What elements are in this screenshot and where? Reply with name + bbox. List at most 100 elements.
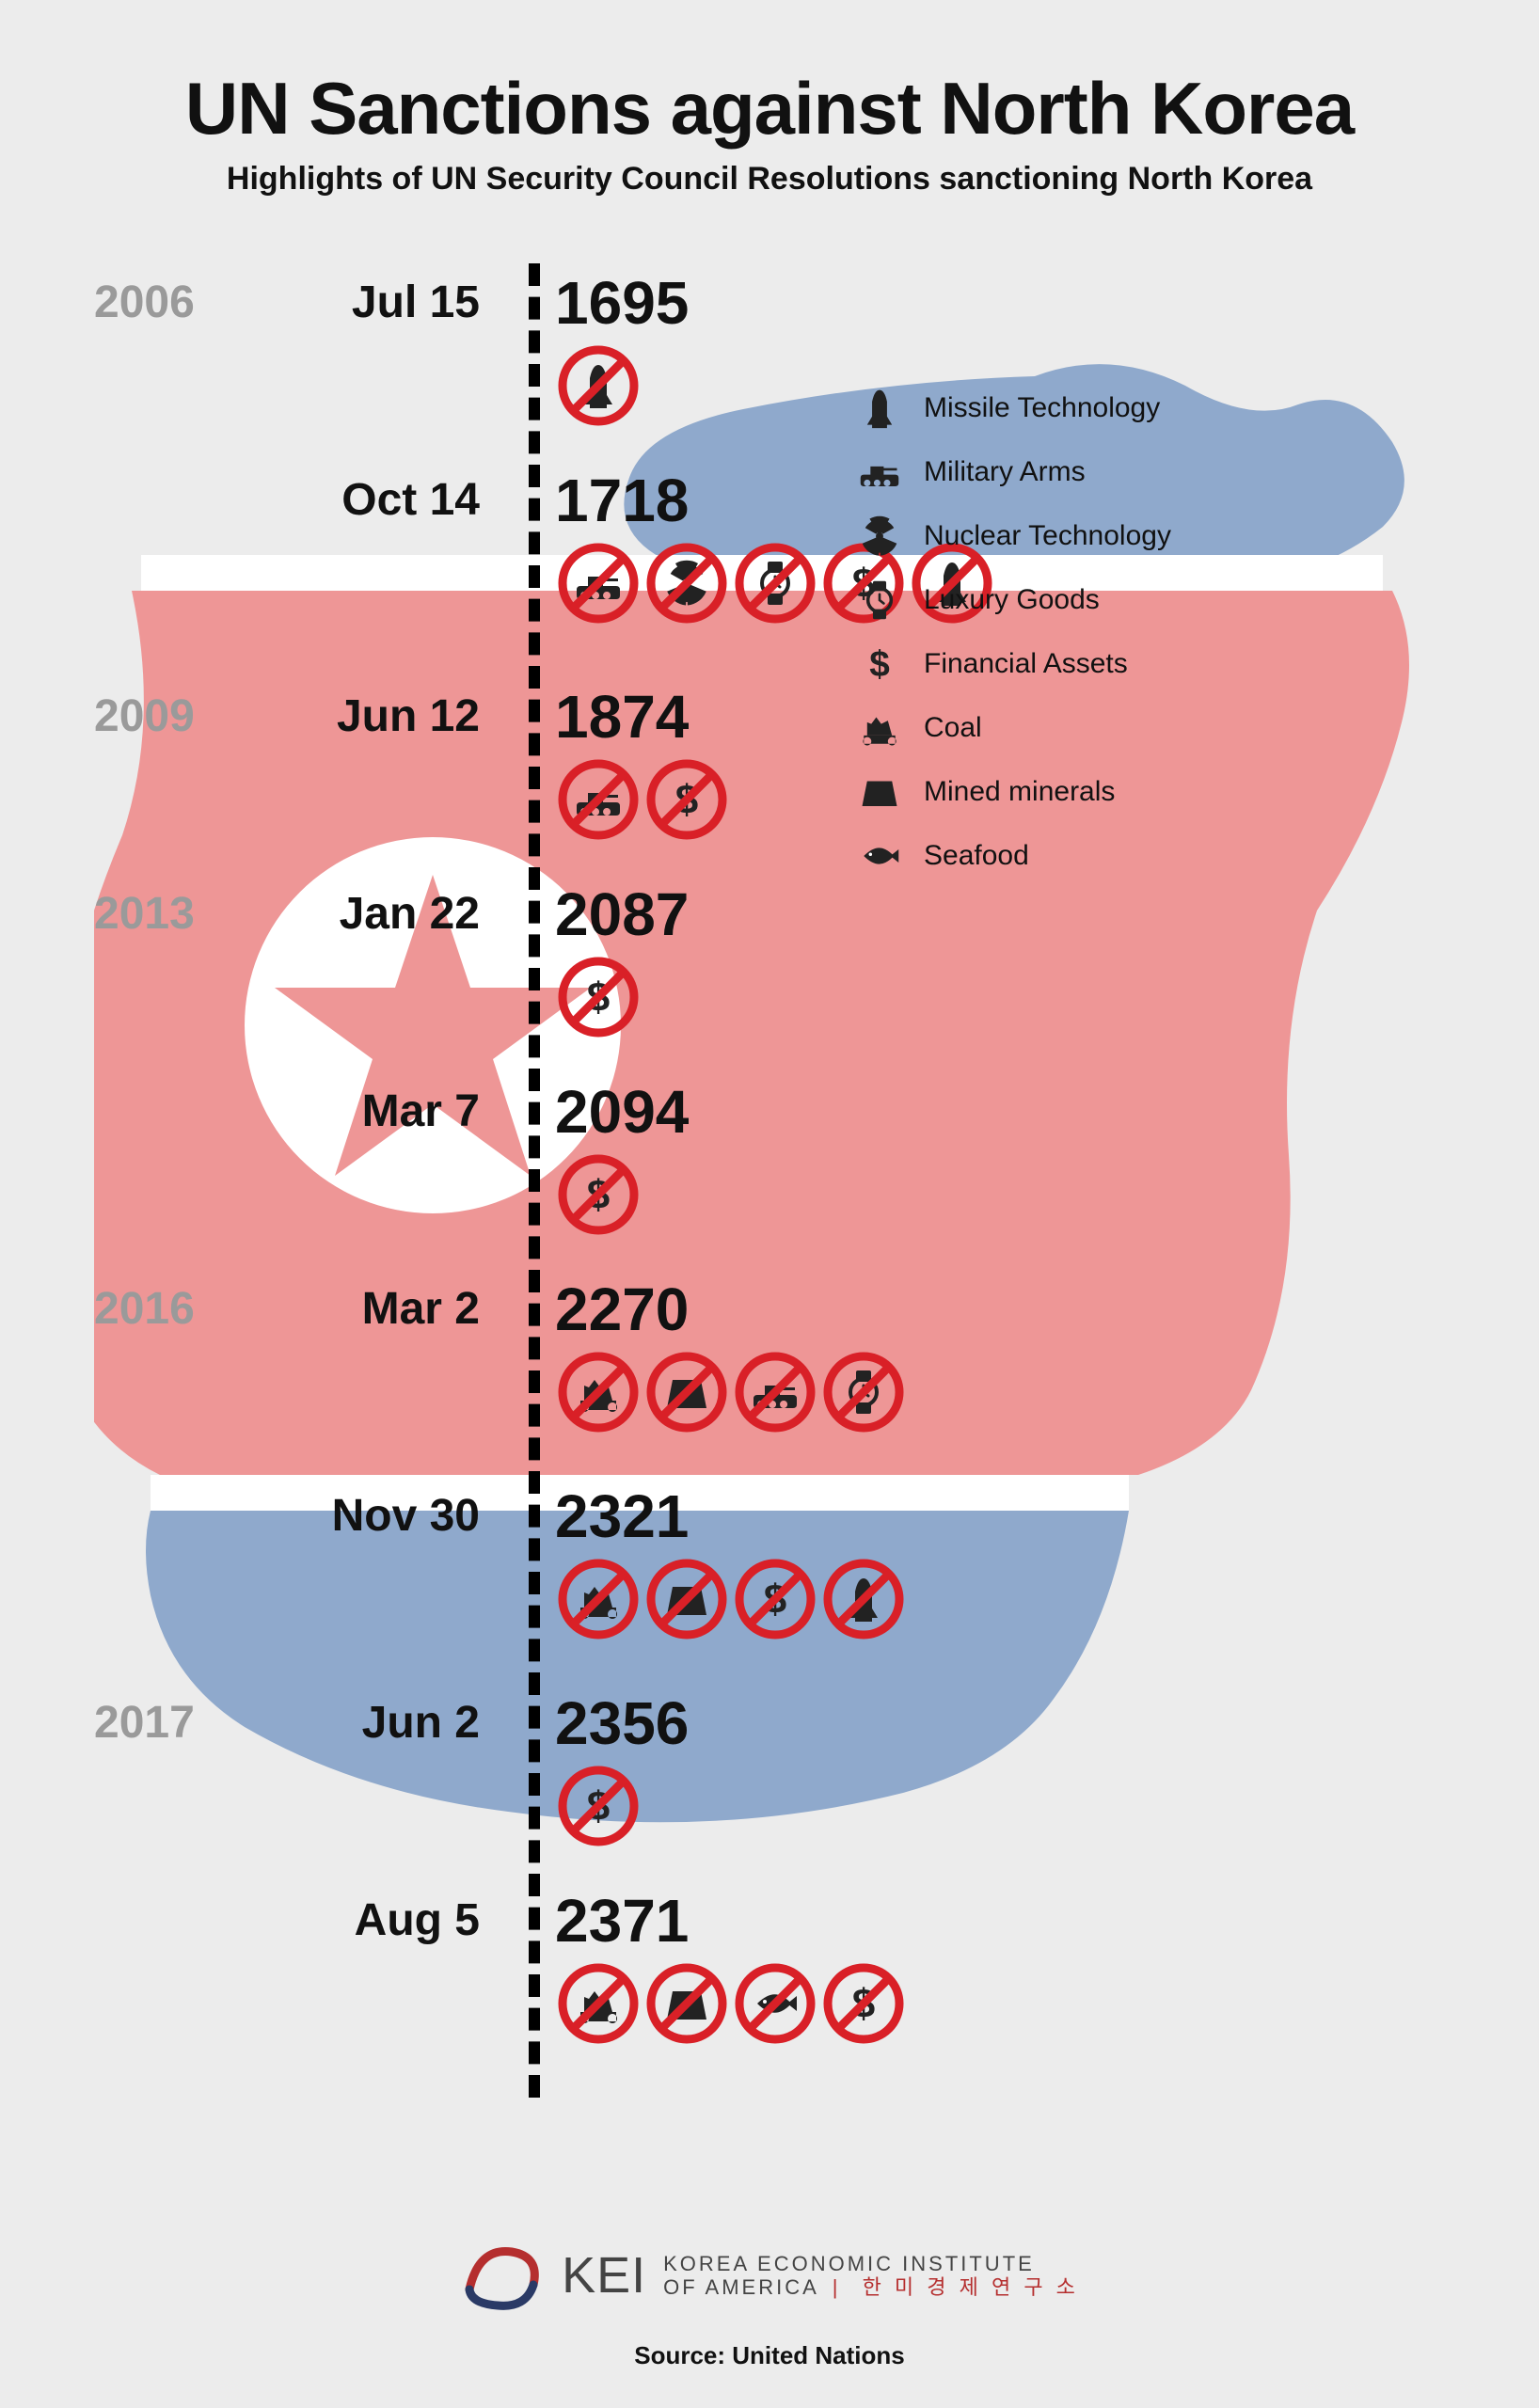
kei-line2: OF AMERICA | 한 미 경 제 연 구 소 [663,2275,1079,2299]
year-label: 2013 [75,884,245,940]
date-label: Jul 15 [245,273,517,328]
timeline-row: 2009 Jun 12 1874 $ [75,687,1464,843]
resolution-number: 2270 [555,1279,907,1339]
ban-watch-icon [732,540,818,626]
page-title: UN Sanctions against North Korea [75,66,1464,151]
resolution-block: 2094 $ [517,1082,689,1238]
legend-label: Financial Assets [924,648,1128,680]
coal-icon [856,705,903,752]
date-label: Nov 30 [245,1486,517,1542]
year-label [75,470,245,474]
missile-icon [856,385,903,432]
timeline: 2006 Jul 15 1695 Oct 14 1718 [75,273,1464,2135]
ban-tank-icon [555,756,642,843]
resolution-number: 2321 [555,1486,907,1546]
ban-missile-icon [555,342,642,429]
timeline-row: Oct 14 1718 $ [75,470,1464,626]
ban-coal-icon [555,1349,642,1435]
resolution-number: 2356 [555,1693,689,1753]
kei-logo-subtitle: KOREA ECONOMIC INSTITUTE OF AMERICA | 한 … [663,2252,1079,2300]
resolution-block: 1695 [517,273,689,429]
year-label: 2016 [75,1279,245,1335]
sanction-icons: $ [555,1763,689,1849]
date-label: Mar 2 [245,1279,517,1335]
ban-dollar-icon: $ [820,1960,907,2047]
resolution-block: 2356 $ [517,1693,689,1849]
source-text: Source: United Nations [0,2341,1539,2370]
legend-label: Seafood [924,840,1029,872]
legend-row: Coal [856,696,1171,760]
ban-dollar-icon: $ [643,756,730,843]
ban-mineral-icon [643,1556,730,1642]
ban-dollar-icon: $ [555,1763,642,1849]
resolution-block: 2087 $ [517,884,689,1040]
ban-coal-icon [555,1556,642,1642]
date-label: Jun 12 [245,687,517,742]
legend-row: Seafood [856,824,1171,888]
legend-row: Missile Technology [856,376,1171,440]
legend-row: $ Financial Assets [856,632,1171,696]
ban-missile-icon [820,1556,907,1642]
ban-dollar-icon: $ [555,954,642,1040]
legend-row: Mined minerals [856,760,1171,824]
legend-row: Nuclear Technology [856,504,1171,568]
legend-label: Missile Technology [924,392,1160,424]
page-subtitle: Highlights of UN Security Council Resolu… [75,161,1464,198]
resolution-number: 1695 [555,273,689,333]
ban-fish-icon [732,1960,818,2047]
ban-coal-icon [555,1960,642,2047]
ban-nuclear-icon [643,540,730,626]
timeline-row: 2013 Jan 22 2087 $ [75,884,1464,1040]
legend-label: Coal [924,712,982,744]
sanction-icons [555,1349,907,1435]
resolution-block: 1874 $ [517,687,730,843]
resolution-number: 1874 [555,687,730,747]
legend-label: Mined minerals [924,776,1115,808]
timeline-row: 2016 Mar 2 2270 [75,1279,1464,1435]
legend-row: Luxury Goods [856,568,1171,632]
resolution-number: 2094 [555,1082,689,1142]
ban-mineral-icon [643,1960,730,2047]
resolution-block: 2270 [517,1279,907,1435]
watch-icon [856,577,903,624]
date-label: Oct 14 [245,470,517,526]
year-label: 2006 [75,273,245,328]
mineral-icon [856,768,903,816]
legend-label: Nuclear Technology [924,520,1171,552]
year-label: 2017 [75,1693,245,1749]
kei-line1: KOREA ECONOMIC INSTITUTE [663,2252,1079,2275]
timeline-row: 2006 Jul 15 1695 [75,273,1464,429]
sanction-icons: $ [555,1151,689,1238]
date-label: Jun 2 [245,1693,517,1749]
resolution-number: 2087 [555,884,689,944]
timeline-row: Nov 30 2321 $ [75,1486,1464,1642]
sanction-icons [555,342,689,429]
resolution-block: 2321 $ [517,1486,907,1642]
ban-tank-icon [555,540,642,626]
ban-dollar-icon: $ [732,1556,818,1642]
legend-row: Military Arms [856,440,1171,504]
ban-tank-icon [732,1349,818,1435]
resolution-block: 2371 $ [517,1891,907,2047]
ban-dollar-icon: $ [555,1151,642,1238]
kei-logo: KEI KOREA ECONOMIC INSTITUTE OF AMERICA … [0,2238,1539,2313]
date-label: Aug 5 [245,1891,517,1946]
resolution-number: 2371 [555,1891,907,1951]
sanction-icons: $ [555,954,689,1040]
year-label [75,1891,245,1894]
kei-logo-text: KEI [562,2246,646,2305]
legend-label: Military Arms [924,456,1086,488]
legend-label: Luxury Goods [924,584,1100,616]
tank-icon [856,449,903,496]
kei-swirl-icon [460,2238,545,2313]
timeline-row: Mar 7 2094 $ [75,1082,1464,1238]
sanction-icons: $ [555,1960,907,2047]
date-label: Mar 7 [245,1082,517,1137]
sanction-icons: $ [555,756,730,843]
year-label [75,1486,245,1490]
svg-text:$: $ [869,644,890,685]
ban-watch-icon [820,1349,907,1435]
ban-mineral-icon [643,1349,730,1435]
year-label: 2009 [75,687,245,742]
date-label: Jan 22 [245,884,517,940]
